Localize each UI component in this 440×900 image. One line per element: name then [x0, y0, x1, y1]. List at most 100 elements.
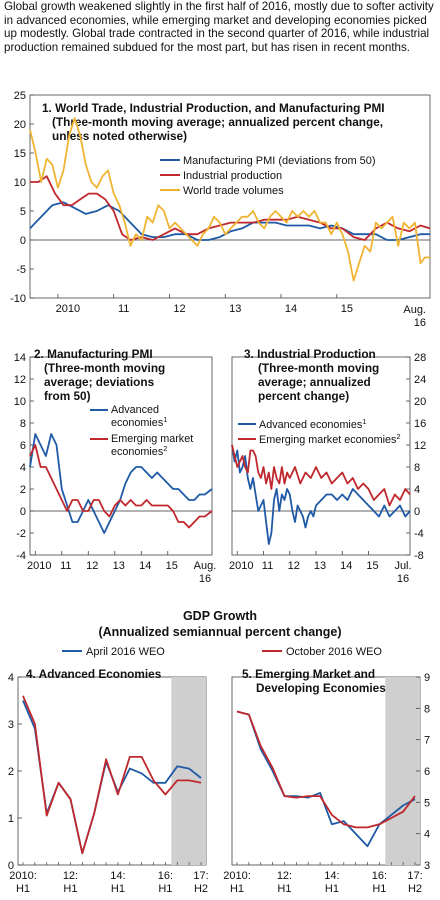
panel-3-title-line-1: 3. Industrial Production: [244, 347, 376, 361]
panel-5-title-line-2: Developing Economies: [256, 681, 386, 695]
p4-ytick-label: 2: [8, 766, 14, 778]
p1-ytick-label: 25: [14, 90, 26, 102]
p2-series-line-1: [29, 444, 213, 529]
p2-xtick-label: 2010: [27, 560, 51, 572]
p4-series-line-1: [22, 695, 202, 855]
p2-ytick-label: 6: [20, 440, 26, 452]
p3-xtick-label: 11: [262, 560, 273, 572]
p1-series-line-1: [30, 175, 431, 241]
legend-label-trade: World trade volumes: [183, 185, 284, 197]
p2-ytick-label: 10: [14, 396, 26, 408]
p4-xtick-label: 12:: [63, 870, 78, 882]
p3-xtick-label: 2010: [229, 560, 253, 572]
p2-ytick-label: -4: [16, 550, 26, 562]
p1-xtick-label: 12: [173, 303, 185, 315]
p4-xtick-label: 2010:: [9, 870, 37, 882]
p4-ytick-label: 4: [8, 672, 14, 684]
p5-xtick-label: H1: [277, 883, 291, 895]
p1-ytick-label: -5: [16, 264, 26, 276]
p2-ytick-label: 12: [14, 374, 26, 386]
panel-2-title-line-3: average; deviations: [44, 375, 155, 389]
intro-paragraph: Global growth weakened slightly in the f…: [4, 0, 434, 54]
p3-ytick-label: 8: [414, 462, 420, 474]
p2-ytick-label: -2: [16, 528, 26, 540]
panel-4-title: 4. Advanced Economies: [26, 667, 162, 681]
p1-series-line-2: [29, 117, 430, 282]
p5-xtick-label: H2: [408, 883, 422, 895]
legend-label-p2-adv-line-2: economies1: [111, 415, 167, 430]
gdp-legend-label-october: October 2016 WEO: [286, 646, 382, 658]
p3-ytick-label: 0: [414, 506, 420, 518]
p1-xtick-label: 13: [229, 303, 241, 315]
p4-xtick-label: H1: [158, 883, 172, 895]
p5-xtick-label: 16:: [372, 870, 387, 882]
p3-series-line-0: [231, 444, 411, 545]
p1-ytick-label: 15: [14, 148, 26, 160]
gdp-section-subtitle: (Annualized semiannual percent change): [98, 625, 341, 639]
p4-ytick-label: 0: [8, 860, 14, 872]
p1-ytick-label: 5: [20, 206, 26, 218]
panel-1-title-line-3: unless noted otherwise): [52, 129, 187, 143]
legend-label-p3-adv: Advanced economies1: [259, 417, 366, 432]
p2-ytick-label: 4: [20, 462, 26, 474]
panel-1-end-label-line-2: 16: [414, 317, 426, 329]
p3-ytick-label: 12: [414, 440, 426, 452]
p1-xtick-label: 2010: [56, 303, 80, 315]
panel-3-title-line-4: percent change): [258, 389, 349, 403]
p1-ytick-label: -10: [10, 293, 26, 305]
p1-ytick-label: 20: [14, 119, 26, 131]
p3-ytick-label: 24: [414, 374, 426, 386]
panel-1-title-line-2: (Three-month moving average; annualized …: [52, 115, 383, 129]
p5-xtick-label: 2010:: [223, 870, 251, 882]
p4-forecast-band: [171, 677, 206, 865]
p5-xtick-label: H1: [325, 883, 339, 895]
p4-xtick-label: 14:: [110, 870, 125, 882]
panel-2-end-label-line-2: 16: [199, 573, 211, 585]
panel-1-end-label-line-1: Aug.: [403, 304, 426, 316]
p5-ytick-label: 5: [424, 797, 430, 809]
legend-label-p3-em: Emerging market economies2: [259, 432, 401, 447]
panel-1-border: [29, 94, 431, 299]
p5-ytick-label: 7: [424, 735, 430, 747]
p2-ytick-label: 14: [14, 352, 26, 364]
p5-xtick-label: H1: [230, 883, 244, 895]
p1-xtick-label: 11: [118, 303, 129, 315]
gdp-section-title: GDP Growth: [183, 609, 257, 623]
p5-xtick-label: 14:: [324, 870, 339, 882]
p4-xtick-label: H1: [16, 883, 30, 895]
p1-xtick-label: 14: [285, 303, 297, 315]
p2-xtick-label: 13: [113, 560, 125, 572]
p3-series-line-1: [231, 444, 411, 507]
p5-xtick-label: 17:: [407, 870, 422, 882]
p1-series-line-0: [29, 201, 430, 241]
p2-ytick-label: 8: [20, 418, 26, 430]
p4-xtick-label: 16:: [158, 870, 173, 882]
p1-xtick-label: 15: [341, 303, 353, 315]
panel-3-border: [231, 356, 411, 556]
p2-ytick-label: 2: [20, 484, 26, 496]
panel-3-title-line-2: (Three-month moving: [258, 361, 379, 375]
p4-xtick-label: H1: [63, 883, 77, 895]
legend-label-pmi: Manufacturing PMI (deviations from 50): [183, 155, 376, 167]
panel-2-title-line-4: from 50): [44, 389, 91, 403]
p4-xtick-label: 17:: [193, 870, 208, 882]
p4-ytick-label: 1: [8, 813, 14, 825]
p2-xtick-label: 14: [139, 560, 151, 572]
p5-ytick-label: 8: [424, 703, 430, 715]
p3-ytick-label: 4: [414, 484, 420, 496]
p5-xtick-label: 12:: [277, 870, 292, 882]
p4-ytick-label: 3: [8, 719, 14, 731]
panel-2-end-label-line-1: Aug.: [194, 560, 217, 572]
p3-xtick-label: 13: [314, 560, 326, 572]
p5-ytick-label: 4: [424, 829, 430, 841]
p2-ytick-label: 0: [20, 506, 26, 518]
p3-xtick-label: 14: [340, 560, 352, 572]
panel-3-end-label-line-2: 16: [397, 573, 409, 585]
p5-xtick-label: H1: [372, 883, 386, 895]
p5-ytick-label: 9: [424, 672, 430, 684]
p4-xtick-label: H2: [194, 883, 208, 895]
panel-3-end-label-line-1: Jul.: [394, 560, 411, 572]
panel-3-title-line-3: average; annualized: [258, 375, 371, 389]
p2-xtick-label: 12: [86, 560, 98, 572]
